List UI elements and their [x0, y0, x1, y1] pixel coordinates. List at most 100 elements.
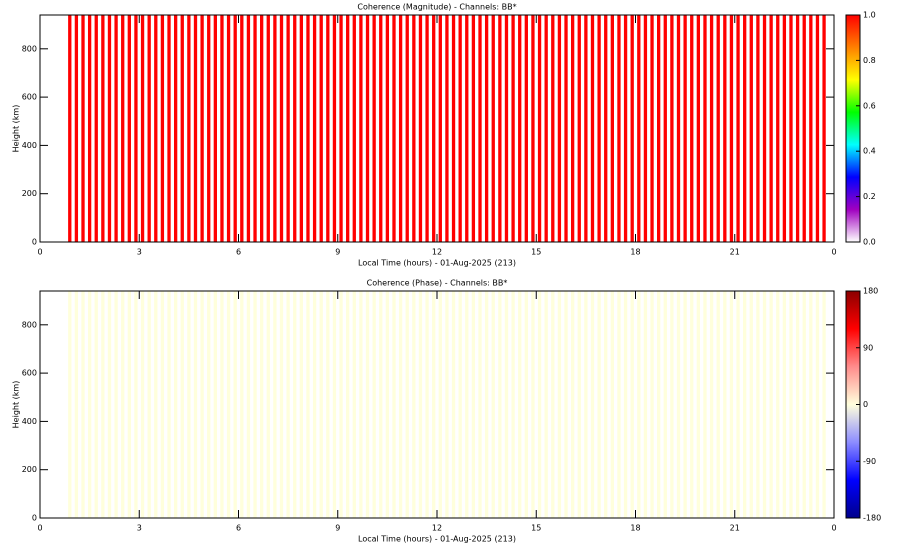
- y-tick-label: 0: [32, 238, 37, 247]
- data-column: [68, 15, 72, 242]
- data-column: [590, 291, 595, 518]
- data-column: [260, 15, 264, 242]
- data-column: [524, 291, 528, 518]
- data-column: [312, 15, 317, 242]
- data-column: [802, 291, 806, 518]
- data-column: [471, 15, 476, 242]
- data-column: [743, 15, 747, 242]
- data-column: [637, 291, 641, 518]
- x-tick-label: 15: [531, 524, 541, 533]
- data-column: [101, 15, 105, 242]
- data-column: [87, 15, 92, 242]
- data-column: [240, 15, 244, 242]
- data-column: [418, 15, 423, 242]
- data-column: [121, 291, 125, 518]
- data-column: [233, 15, 237, 242]
- data-column: [670, 15, 674, 242]
- data-column: [769, 15, 773, 242]
- data-column: [445, 291, 449, 518]
- data-column: [822, 15, 826, 242]
- data-column: [465, 15, 469, 242]
- data-column: [405, 291, 409, 518]
- data-column: [226, 15, 231, 242]
- data-column: [630, 291, 634, 518]
- y-tick-label: 800: [22, 44, 37, 53]
- x-tick-label: 12: [432, 524, 442, 533]
- data-column: [729, 291, 734, 518]
- data-column: [74, 291, 79, 518]
- data-column: [405, 15, 409, 242]
- data-column: [253, 291, 257, 518]
- data-column: [293, 15, 297, 242]
- data-column: [140, 291, 145, 518]
- data-column: [359, 15, 363, 242]
- data-column: [438, 15, 442, 242]
- data-column: [140, 15, 145, 242]
- x-tick-label: 9: [335, 524, 340, 533]
- data-column: [795, 15, 800, 242]
- data-column: [451, 291, 456, 518]
- colorbar: [845, 14, 861, 243]
- y-tick-label: 800: [22, 320, 37, 329]
- data-column: [107, 15, 112, 242]
- data-column: [432, 291, 436, 518]
- data-column: [776, 15, 780, 242]
- data-column: [683, 291, 687, 518]
- data-column: [273, 291, 277, 518]
- y-tick-label: 400: [22, 141, 37, 150]
- data-column: [782, 15, 787, 242]
- data-column: [432, 15, 436, 242]
- colorbar-tick-label: 0.8: [863, 56, 876, 65]
- data-column: [339, 15, 343, 242]
- data-column: [127, 15, 131, 242]
- data-column: [352, 291, 356, 518]
- data-column: [683, 15, 687, 242]
- data-column: [438, 291, 442, 518]
- data-column: [597, 291, 601, 518]
- data-column: [610, 291, 614, 518]
- data-column: [187, 291, 191, 518]
- data-column: [68, 291, 72, 518]
- data-column: [398, 15, 403, 242]
- data-column: [154, 15, 158, 242]
- data-column: [696, 15, 701, 242]
- data-column: [193, 15, 198, 242]
- data-column: [213, 291, 217, 518]
- data-column: [193, 291, 198, 518]
- data-column: [736, 291, 740, 518]
- data-column: [789, 15, 793, 242]
- data-column: [458, 15, 462, 242]
- data-column: [570, 291, 575, 518]
- data-column: [299, 291, 304, 518]
- data-column: [657, 15, 661, 242]
- data-column: [584, 291, 588, 518]
- colorbar-tick-label: 0: [863, 400, 868, 409]
- data-column: [458, 291, 462, 518]
- y-tick-label: 400: [22, 417, 37, 426]
- data-column: [359, 291, 363, 518]
- colorbar-tick-label: 0.4: [863, 147, 876, 156]
- data-column: [716, 15, 720, 242]
- data-column: [729, 15, 734, 242]
- data-column: [266, 291, 270, 518]
- data-column: [650, 291, 654, 518]
- data-column: [822, 291, 826, 518]
- data-column: [537, 15, 542, 242]
- data-column: [537, 291, 542, 518]
- data-column: [425, 291, 429, 518]
- data-column: [736, 15, 740, 242]
- data-column: [246, 15, 251, 242]
- data-column: [518, 15, 522, 242]
- data-column: [604, 291, 608, 518]
- colorbar-tick-label: 0.0: [863, 238, 876, 247]
- data-column: [650, 15, 654, 242]
- data-column: [220, 15, 224, 242]
- data-column: [657, 291, 661, 518]
- data-column: [623, 291, 628, 518]
- data-column: [570, 15, 575, 242]
- data-column: [465, 291, 469, 518]
- data-column: [564, 291, 568, 518]
- colorbar-tick-label: 0.6: [863, 101, 876, 110]
- data-column: [749, 15, 753, 242]
- x-tick-label: 0: [37, 248, 42, 257]
